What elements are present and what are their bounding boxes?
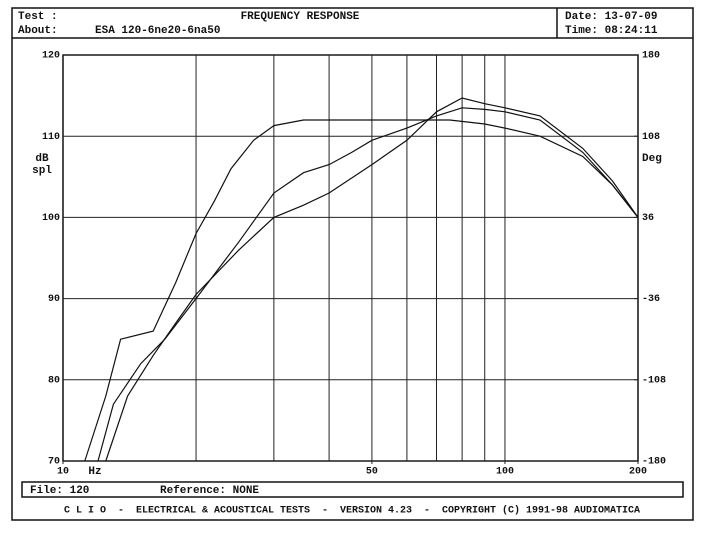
- y-label: dB: [35, 153, 49, 165]
- series-line: [97, 107, 639, 462]
- x-tick-label: 50: [366, 467, 378, 478]
- y-tick-label: 80: [48, 375, 60, 386]
- date: Date: 13-07-09: [565, 11, 657, 23]
- y-tick-label: 120: [42, 51, 60, 62]
- y2-tick-label: -180: [642, 457, 666, 468]
- file-box: [21, 481, 684, 498]
- file: File: 120: [30, 485, 89, 497]
- reference: Reference: NONE: [160, 485, 259, 497]
- y2-tick-label: 36: [642, 213, 654, 224]
- about-label: About:: [18, 25, 58, 37]
- y2-tick-label: -108: [642, 375, 666, 386]
- x-label: Hz: [88, 466, 101, 478]
- y-label: spl: [32, 165, 52, 177]
- chart-title: FREQUENCY RESPONSE: [241, 11, 360, 23]
- y2-label: Deg: [642, 153, 662, 165]
- series-line: [84, 119, 639, 462]
- y-tick-label: 90: [48, 294, 60, 305]
- y2-tick-label: -36: [642, 294, 660, 305]
- test-label: Test :: [18, 11, 58, 23]
- y-tick-label: 70: [48, 457, 60, 468]
- y-tick-label: 100: [42, 213, 60, 224]
- plot-frame: [62, 54, 639, 462]
- x-tick-label: 10: [57, 467, 69, 478]
- y2-tick-label: 180: [642, 51, 660, 62]
- x-tick-label: 200: [629, 467, 647, 478]
- time: Time: 08:24:11: [565, 25, 658, 37]
- about: ESA 120-6ne20-6na50: [95, 25, 220, 37]
- x-tick-label: 100: [496, 467, 514, 478]
- y2-tick-label: 108: [642, 132, 660, 143]
- series-line: [105, 97, 639, 462]
- footer-banner: C L I O - ELECTRICAL & ACOUSTICAL TESTS …: [64, 505, 640, 517]
- y-tick-label: 110: [42, 132, 60, 143]
- outer-frame: [11, 7, 694, 521]
